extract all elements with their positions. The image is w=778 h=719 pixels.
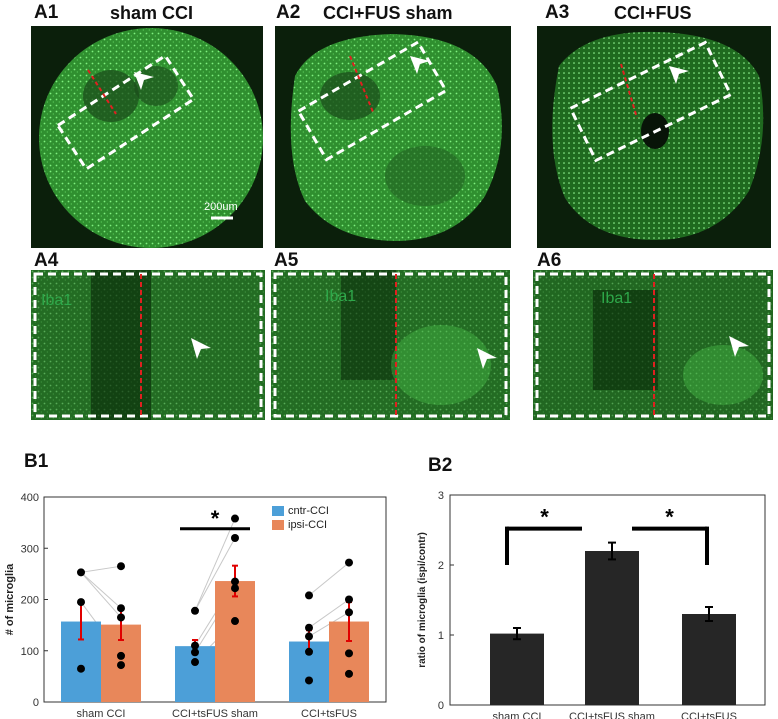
y-tick-label: 3 <box>438 490 444 502</box>
data-point <box>77 568 85 577</box>
roi-box <box>33 272 263 418</box>
data-point <box>305 591 313 600</box>
chart-label-b2: B2 <box>428 455 453 476</box>
roi-box <box>535 272 771 418</box>
midline <box>620 63 638 119</box>
arrowhead-icon <box>191 338 211 359</box>
y-axis-label: ratio of microglia (ispi/contr) <box>417 532 428 668</box>
midline <box>87 69 117 115</box>
data-point <box>305 647 313 656</box>
panel-image-a3 <box>537 26 771 248</box>
scale-bar-label: 200um <box>204 201 238 213</box>
significance-star: * <box>665 505 674 530</box>
legend-entry: ipsi-CCI <box>288 519 327 531</box>
panel-label-a6: A6 <box>537 250 562 271</box>
arrowhead-icon <box>410 56 430 74</box>
tissue-section <box>290 34 502 241</box>
stain-label: Iba1 <box>41 292 73 309</box>
significance-star: * <box>211 506 220 531</box>
panel-title-a2: CCI+FUS sham <box>323 3 453 23</box>
pair-line <box>194 518 236 611</box>
data-point <box>345 595 353 604</box>
bar <box>490 633 544 705</box>
bar-ipsi <box>215 581 255 702</box>
pair-line <box>308 562 350 596</box>
panel-label-a4: A4 <box>34 250 59 271</box>
y-axis-label: # of microglia <box>4 563 16 635</box>
panel-title-a1: sham CCI <box>110 3 194 23</box>
data-point <box>117 613 125 622</box>
chart-b1: 0 100 200 300 400 # of microglia sham CCI CCI+t… <box>4 492 387 719</box>
roi-box <box>273 272 508 418</box>
pair-line <box>80 565 122 573</box>
significance-star: * <box>540 505 549 530</box>
y-tick-label: 100 <box>21 646 39 658</box>
panel-image-a6: Iba1 <box>533 270 773 420</box>
x-tick-label: sham CCI <box>77 708 126 719</box>
pair-line <box>80 572 122 618</box>
y-tick-label: 2 <box>438 560 444 572</box>
pair-line <box>308 599 350 629</box>
data-point <box>231 514 239 523</box>
stain-label: Iba1 <box>601 290 633 307</box>
arrowhead-icon <box>669 66 689 84</box>
data-point <box>117 651 125 660</box>
data-point <box>345 608 353 617</box>
panel-image-a5: Iba1 <box>271 270 510 420</box>
y-tick-label: 300 <box>21 543 39 555</box>
arrowhead-icon <box>134 72 154 90</box>
panel-image-a2 <box>275 26 511 248</box>
y-tick-label: 200 <box>21 595 39 607</box>
y-tick-label: 0 <box>438 700 444 712</box>
tissue-section <box>39 28 263 248</box>
pair-line <box>194 537 236 612</box>
panel-title-a3: CCI+FUS <box>614 3 692 23</box>
data-point <box>305 676 313 685</box>
data-point <box>231 617 239 626</box>
panel-label-a1: A1 <box>34 2 59 23</box>
data-point <box>191 648 199 657</box>
chart-b2: 0 1 2 3 ratio of microglia (ispi/contr) sham … <box>417 490 766 719</box>
legend-swatch <box>272 520 284 530</box>
panel-image-a4: Iba1 <box>31 270 265 420</box>
data-point <box>305 623 313 632</box>
data-point <box>191 606 199 615</box>
x-tick-label: CCI+tsFUS sham <box>569 711 655 719</box>
x-tick-label: CCI+tsFUS sham <box>172 708 258 719</box>
y-tick-label: 1 <box>438 630 444 642</box>
data-point <box>345 558 353 567</box>
pair-line <box>80 571 122 609</box>
data-point <box>191 641 199 650</box>
chart-label-b1: B1 <box>24 451 49 472</box>
stain-label: Iba1 <box>325 288 357 305</box>
panel-label-a3: A3 <box>545 2 570 23</box>
data-point <box>117 661 125 670</box>
data-point <box>305 632 313 641</box>
midline <box>349 55 374 113</box>
x-tick-label: CCI+tsFUS <box>681 711 737 719</box>
y-tick-label: 0 <box>33 697 39 709</box>
x-tick-label: sham CCI <box>493 711 542 719</box>
x-tick-label: CCI+tsFUS <box>301 708 357 719</box>
data-point <box>77 598 85 607</box>
data-point <box>117 604 125 613</box>
data-point <box>231 534 239 542</box>
arrowhead-icon <box>477 348 497 369</box>
legend-swatch <box>272 506 284 516</box>
data-point <box>77 664 85 673</box>
panel-label-a5: A5 <box>274 250 299 271</box>
data-point <box>231 584 239 593</box>
data-point <box>191 658 199 667</box>
panel-label-a2: A2 <box>276 2 301 23</box>
data-point <box>345 669 353 678</box>
y-tick-label: 400 <box>21 492 39 504</box>
arrowhead-icon <box>729 336 749 357</box>
legend-entry: cntr-CCI <box>288 505 329 517</box>
data-point <box>117 562 125 571</box>
bar <box>585 551 639 705</box>
bar <box>682 614 736 705</box>
data-point <box>345 649 353 658</box>
panel-image-a1: 200um <box>31 26 263 248</box>
data-point <box>231 577 239 586</box>
